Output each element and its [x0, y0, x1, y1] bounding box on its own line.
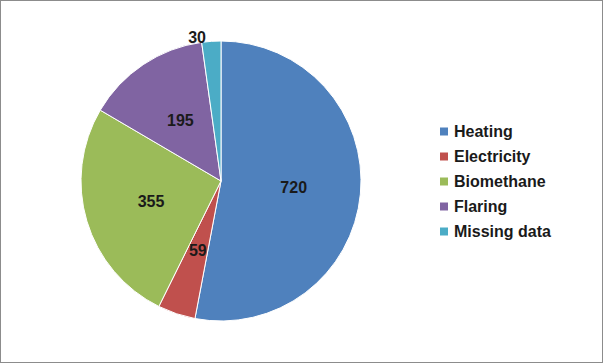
svg-text:59: 59 — [189, 242, 207, 259]
svg-text:355: 355 — [138, 193, 165, 210]
svg-text:Missing data: Missing data — [454, 223, 551, 240]
svg-text:Electricity: Electricity — [454, 148, 531, 165]
svg-text:Biomethane: Biomethane — [454, 173, 546, 190]
svg-text:Heating: Heating — [454, 123, 513, 140]
svg-text:195: 195 — [167, 112, 194, 129]
svg-text:Flaring: Flaring — [454, 198, 507, 215]
svg-text:30: 30 — [188, 29, 206, 46]
svg-text:720: 720 — [280, 179, 307, 196]
